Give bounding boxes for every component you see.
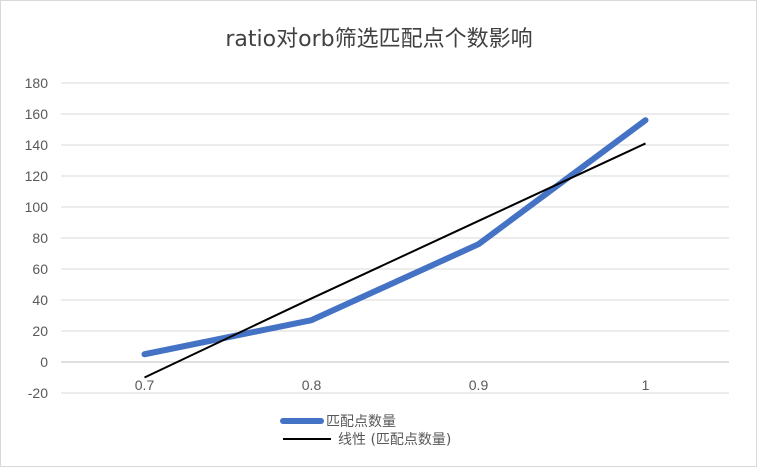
legend: 匹配点数量 线性 (匹配点数量) (283, 414, 451, 448)
legend-label-trendline: 线性 (匹配点数量) (338, 432, 451, 448)
y-tick-label: -20 (28, 385, 48, 401)
x-axis-tick-labels: 0.7 0.8 0.9 1 (135, 377, 650, 393)
y-tick-label: 140 (25, 137, 49, 153)
y-tick-label: 0 (40, 354, 48, 370)
series-line (145, 120, 646, 354)
x-tick-label: 1 (642, 377, 650, 393)
trendline (145, 143, 646, 377)
x-tick-label: 0.8 (302, 377, 322, 393)
y-axis-tick-labels: -20 0 20 40 60 80 100 120 140 160 180 (25, 75, 49, 401)
series-layer (144, 120, 645, 377)
x-tick-label: 0.9 (469, 377, 489, 393)
chart-title: ratio对orb筛选匹配点个数影响 (225, 27, 532, 52)
y-tick-label: 60 (32, 261, 48, 277)
y-tick-label: 80 (32, 230, 48, 246)
legend-label-series: 匹配点数量 (326, 414, 396, 430)
y-tick-label: 120 (25, 168, 49, 184)
y-tick-label: 40 (32, 292, 48, 308)
y-tick-label: 180 (25, 75, 49, 91)
x-tick-label: 0.7 (135, 377, 155, 393)
y-tick-label: 20 (32, 323, 48, 339)
y-tick-label: 160 (25, 106, 49, 122)
y-tick-label: 100 (25, 199, 49, 215)
